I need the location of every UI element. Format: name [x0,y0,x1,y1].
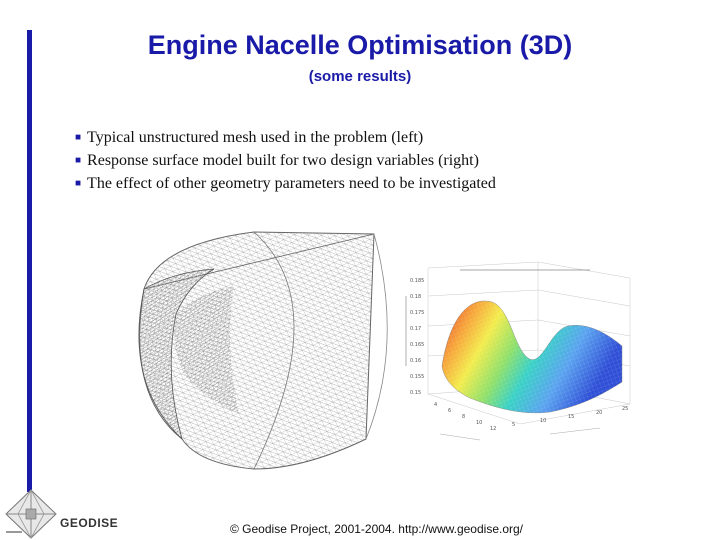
footer-text: © Geodise Project, 2001-2004. http://www… [230,522,524,536]
bullet-item: ■ Response surface model built for two de… [75,149,496,172]
z-tick-label: 0.16 [410,358,421,364]
x-tick-label: 10 [476,420,482,426]
z-tick-label: 0.155 [410,374,424,380]
z-tick-label: 0.175 [410,310,424,316]
nacelle-mesh-image [138,231,388,470]
bullet-item: ■ Typical unstructured mesh used in the p… [75,126,496,149]
square-bullet-icon: ■ [75,132,82,143]
z-tick-label: 0.185 [410,278,424,284]
bullet-text: Typical unstructured mesh used in the pr… [87,129,424,146]
logo-text: GEODISE [60,516,119,530]
bullet-text: Response surface model built for two des… [87,152,479,169]
z-tick-label: 0.15 [410,390,421,396]
accent-bar [27,30,32,492]
slide-title: Engine Nacelle Optimisation (3D) [147,30,573,60]
slide-subtitle: (some results) [308,68,412,85]
y-tick-label: 20 [596,410,602,416]
y-tick-label: 5 [512,422,515,428]
y-tick-label: 10 [540,418,546,424]
z-tick-label: 0.165 [410,342,424,348]
y-tick-label: 25 [622,406,628,412]
x-tick-label: 12 [490,426,496,432]
x-tick-label: 8 [462,414,465,420]
geodise-logo-icon [5,489,57,539]
square-bullet-icon: ■ [75,155,82,166]
x-tick-label: 4 [434,402,437,408]
z-tick-label: 0.18 [410,294,421,300]
bullet-item: ■ The effect of other geometry parameters… [75,172,496,195]
y-tick-label: 15 [568,414,574,420]
bullet-text: The effect of other geometry parameters … [87,175,496,192]
response-surface-plot: 0.185 0.18 0.175 0.17 0.165 0.16 0.155 0… [400,256,648,442]
square-bullet-icon: ■ [75,178,82,189]
x-tick-label: 6 [448,408,451,414]
z-tick-label: 0.17 [410,326,421,332]
bullet-list: ■ Typical unstructured mesh used in the p… [75,126,496,195]
